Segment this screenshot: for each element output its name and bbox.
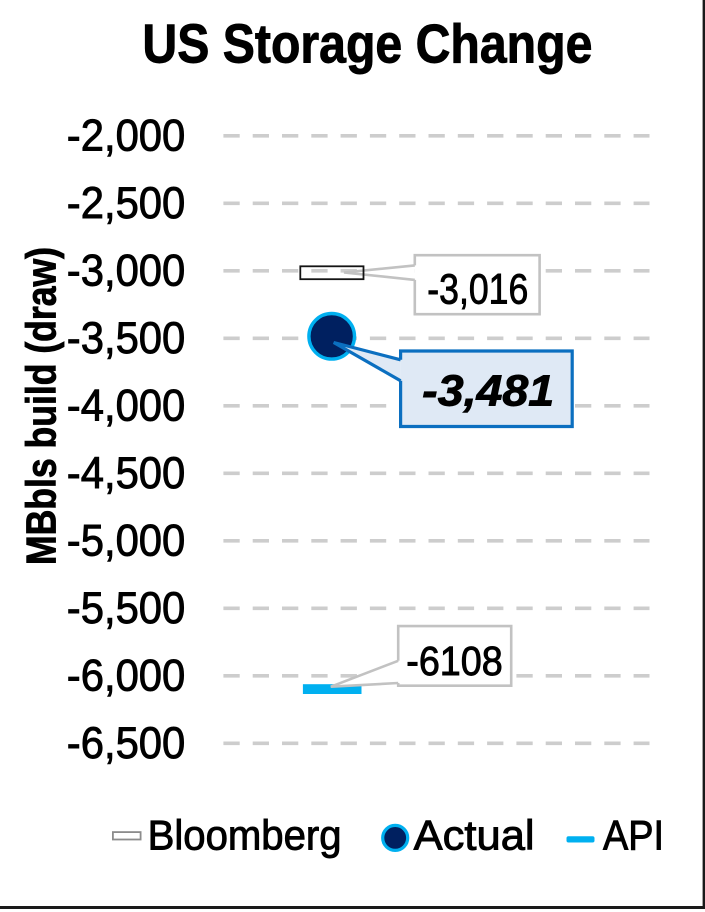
svg-text:Actual: Actual — [414, 812, 535, 859]
svg-text:-5,000: -5,000 — [67, 517, 186, 566]
svg-text:-3,016: -3,016 — [427, 265, 528, 313]
svg-text:-3,000: -3,000 — [67, 247, 186, 296]
svg-text:-2,500: -2,500 — [67, 179, 186, 228]
svg-text:-4,000: -4,000 — [67, 382, 186, 431]
svg-text:US Storage Change: US Storage Change — [142, 13, 592, 75]
svg-text:-6,500: -6,500 — [67, 719, 186, 768]
svg-text:-6108: -6108 — [406, 638, 503, 684]
svg-text:-2,000: -2,000 — [67, 112, 186, 161]
svg-text:-3,500: -3,500 — [67, 314, 186, 363]
svg-text:-6,000: -6,000 — [67, 652, 186, 701]
svg-text:API: API — [603, 812, 664, 859]
svg-text:-3,481: -3,481 — [422, 367, 554, 416]
svg-text:Bloomberg: Bloomberg — [148, 812, 342, 859]
svg-text:-4,500: -4,500 — [67, 449, 186, 498]
svg-text:-5,500: -5,500 — [67, 584, 186, 633]
svg-text:MBbls build (draw): MBbls build (draw) — [18, 247, 65, 565]
